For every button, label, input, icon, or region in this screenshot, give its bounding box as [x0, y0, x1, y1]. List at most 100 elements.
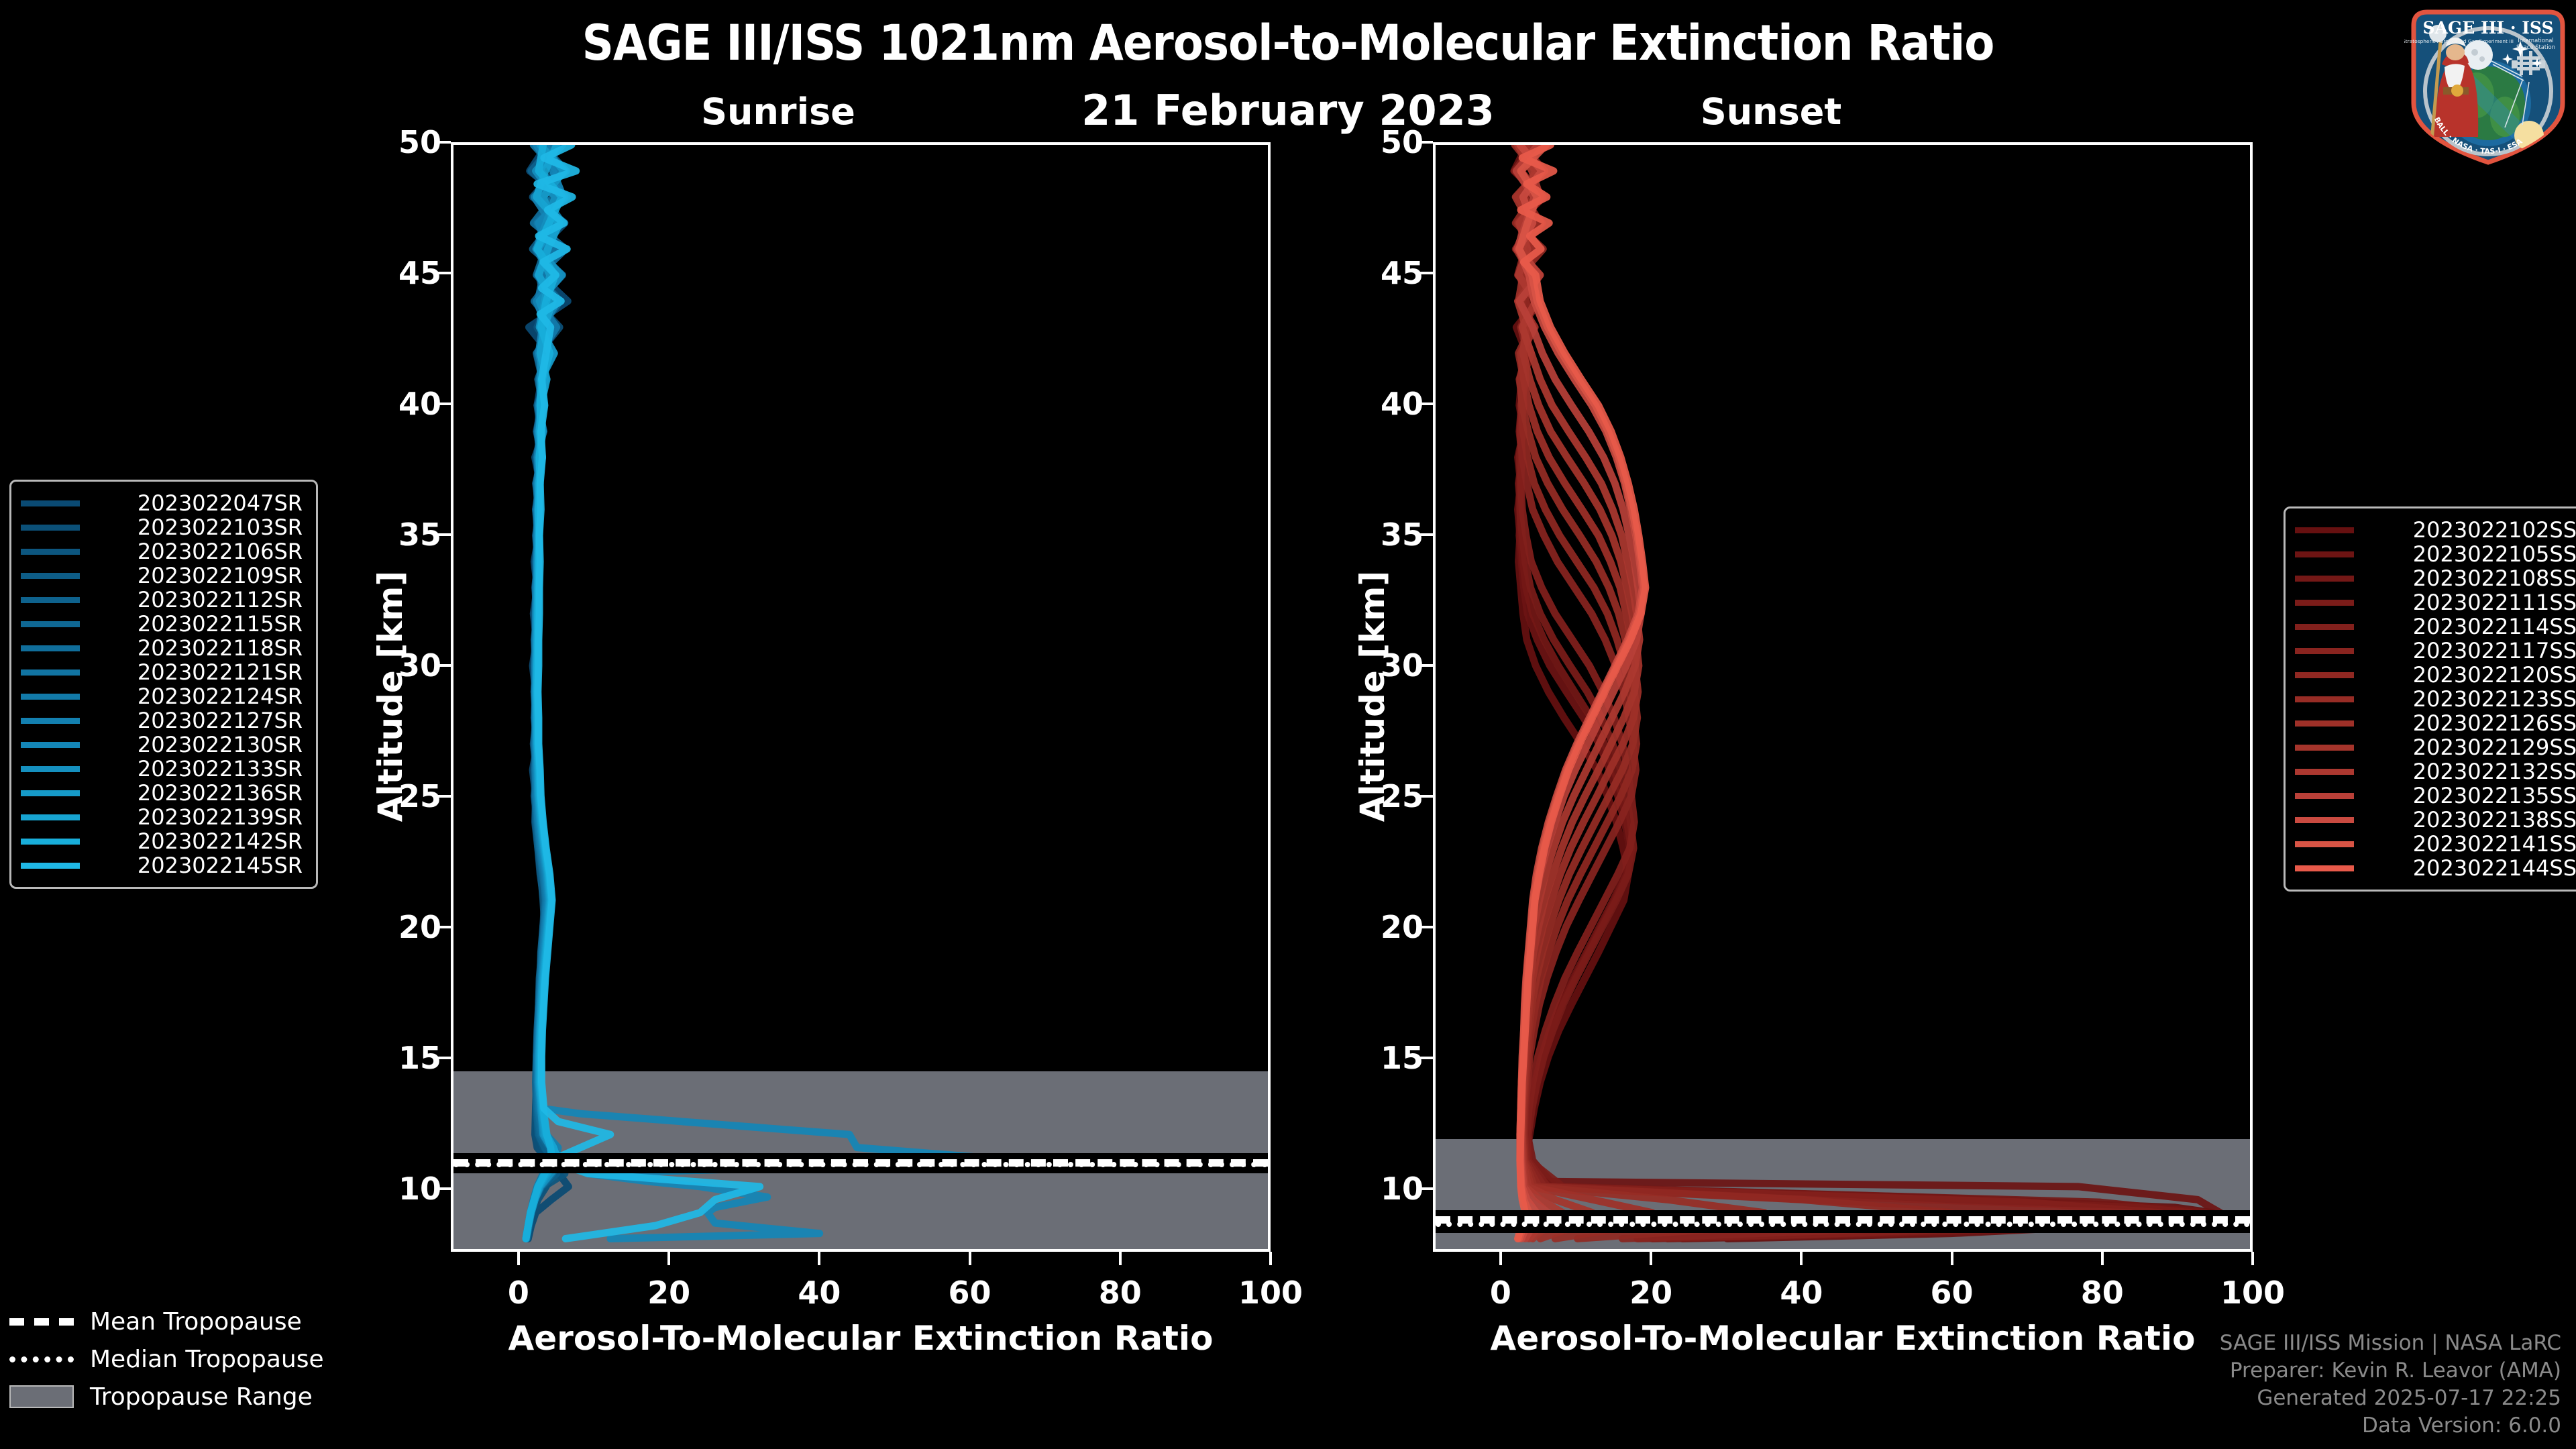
sunrise-legend-item[interactable]: 2023022112SR [21, 587, 303, 612]
sunrise-legend-item[interactable]: 2023022124SR [21, 684, 303, 709]
page-title: SAGE III/ISS 1021nm Aerosol-to-Molecular… [582, 15, 1995, 72]
x-tick-label: 40 [1780, 1275, 1823, 1311]
legend-color-swatch [2295, 720, 2354, 727]
sunset-axis-ticks: 10 15 20 25 30 35 40 45 50 0 20 40 60 80 100 [1381, 124, 2285, 1311]
sunrise-legend-item[interactable]: 2023022139SR [21, 804, 303, 830]
sunrise-legend-item[interactable]: 2023022115SR [21, 611, 303, 637]
y-tick-label: 30 [1380, 647, 1424, 684]
legend-color-swatch [2295, 768, 2354, 775]
legend-event-label: 2023022121SR [137, 659, 303, 685]
dotted-line-swatch [9, 1356, 74, 1362]
sunrise-plot-panel [451, 142, 1271, 1252]
sunset-legend-item[interactable]: 2023022135SS [2295, 783, 2576, 808]
x-tick-label: 0 [1489, 1275, 1511, 1311]
legend-event-label: 2023022103SR [137, 515, 303, 540]
sunset-legend-item[interactable]: 2023022117SS [2295, 638, 2576, 663]
sunset-legend-item[interactable]: 2023022102SS [2295, 517, 2576, 543]
tropopause-legend-item: Mean Tropopause [9, 1303, 324, 1340]
legend-event-label: 2023022120SS [2412, 662, 2576, 688]
legend-color-swatch [21, 717, 80, 724]
sunset-legend-item[interactable]: 2023022126SS [2295, 710, 2576, 736]
legend-event-label: 2023022108SS [2412, 566, 2576, 591]
sunrise-legend-item[interactable]: 2023022130SR [21, 732, 303, 757]
legend-color-swatch [21, 814, 80, 820]
sunset-legend-item[interactable]: 2023022129SS [2295, 735, 2576, 760]
logo-subtitle-right-1: International [2518, 37, 2553, 44]
sunset-legend-item[interactable]: 2023022108SS [2295, 566, 2576, 591]
sunrise-legend-item[interactable]: 2023022118SR [21, 635, 303, 661]
y-tick-mark [436, 141, 451, 144]
y-tick-mark [1418, 795, 1433, 798]
sunset-legend-item[interactable]: 2023022141SS [2295, 831, 2576, 857]
legend-event-label: 2023022102SS [2412, 517, 2576, 543]
y-tick-mark [1418, 664, 1433, 667]
tropopause-legend-label: Tropopause Range [90, 1383, 313, 1411]
sunset-legend-item[interactable]: 2023022114SS [2295, 614, 2576, 639]
sunset-legend-item[interactable]: 2023022120SS [2295, 662, 2576, 688]
legend-event-label: 2023022115SR [137, 611, 303, 637]
legend-event-label: 2023022112SR [137, 587, 303, 612]
legend-color-swatch [2295, 696, 2354, 702]
legend-event-label: 2023022047SR [137, 490, 303, 516]
sunset-legend-item[interactable]: 2023022123SS [2295, 686, 2576, 712]
sunrise-axis-ticks: 10 15 20 25 30 35 40 45 50 0 20 40 60 80 100 [398, 124, 1303, 1311]
legend-event-label: 2023022127SR [137, 708, 303, 733]
legend-color-swatch [21, 572, 80, 579]
y-tick-label: 30 [398, 647, 441, 684]
sunrise-legend-item[interactable]: 2023022109SR [21, 563, 303, 588]
sunrise-legend-item[interactable]: 2023022106SR [21, 539, 303, 564]
legend-event-label: 2023022136SR [137, 780, 303, 806]
date-subtitle: 21 February 2023 [1081, 86, 1495, 135]
sunset-plot-panel [1433, 142, 2253, 1252]
tropopause-legend: Mean Tropopause Median Tropopause Tropopau… [9, 1303, 324, 1415]
credits-line: Preparer: Kevin R. Leavor (AMA) [2229, 1358, 2561, 1383]
legend-event-label: 2023022105SS [2412, 541, 2576, 567]
y-tick-label: 25 [398, 778, 441, 815]
x-tick-mark [2100, 1252, 2104, 1265]
legend-event-label: 2023022130SR [137, 732, 303, 757]
sunrise-y-axis-label: Altitude [km] [371, 570, 410, 822]
y-tick-label: 25 [1380, 778, 1424, 815]
legend-event-label: 2023022124SR [137, 684, 303, 709]
y-tick-mark [1418, 533, 1433, 537]
legend-color-swatch [21, 596, 80, 603]
sunset-x-axis-label: Aerosol-To-Molecular Extinction Ratio [1490, 1319, 2196, 1358]
x-tick-label: 20 [647, 1275, 691, 1311]
legend-event-label: 2023022106SR [137, 539, 303, 564]
sunrise-legend[interactable]: 2023022047SR 2023022103SR 2023022106SR 2023… [9, 480, 318, 889]
legend-event-label: 2023022126SS [2412, 710, 2576, 736]
legend-color-swatch [2295, 623, 2354, 630]
sunrise-legend-item[interactable]: 2023022121SR [21, 659, 303, 685]
sunrise-legend-item[interactable]: 2023022127SR [21, 708, 303, 733]
y-tick-mark [436, 926, 451, 929]
sunrise-legend-item[interactable]: 2023022103SR [21, 515, 303, 540]
sunset-legend-item[interactable]: 2023022144SS [2295, 855, 2576, 881]
x-tick-label: 40 [798, 1275, 841, 1311]
sunrise-legend-item[interactable]: 2023022047SR [21, 490, 303, 516]
sunset-legend-item[interactable]: 2023022132SS [2295, 759, 2576, 784]
sunset-profile-curves [1510, 145, 2224, 1242]
legend-color-swatch [21, 741, 80, 748]
tropopause-legend-item: Tropopause Range [9, 1378, 324, 1415]
y-tick-mark [1418, 402, 1433, 406]
x-tick-label: 80 [2080, 1275, 2124, 1311]
legend-color-swatch [21, 548, 80, 555]
sunset-legend[interactable]: 2023022102SS 2023022105SS 2023022108SS 2023… [2284, 506, 2576, 892]
sunrise-legend-item[interactable]: 2023022145SR [21, 853, 303, 878]
legend-color-swatch [2295, 527, 2354, 533]
sunrise-legend-item[interactable]: 2023022136SR [21, 780, 303, 806]
credits-line: SAGE III/ISS Mission | NASA LaRC [2219, 1331, 2561, 1356]
sunset-legend-item[interactable]: 2023022138SS [2295, 807, 2576, 833]
sunset-legend-item[interactable]: 2023022105SS [2295, 541, 2576, 567]
sunrise-legend-item[interactable]: 2023022133SR [21, 756, 303, 782]
credits-block: SAGE III/ISS Mission | NASA LaRC Preparer… [2220, 1330, 2561, 1440]
y-tick-label: 20 [398, 909, 441, 946]
logo-title-text: SAGE III · ISS [2422, 18, 2553, 38]
legend-color-swatch [21, 838, 80, 845]
sunset-median-tropopause-line [1436, 1222, 2250, 1228]
sunrise-x-axis-label: Aerosol-To-Molecular Extinction Ratio [508, 1319, 1214, 1358]
legend-event-label: 2023022138SS [2412, 807, 2576, 833]
sunrise-legend-item[interactable]: 2023022142SR [21, 828, 303, 854]
legend-color-swatch [2295, 744, 2354, 751]
sunset-legend-item[interactable]: 2023022111SS [2295, 590, 2576, 615]
